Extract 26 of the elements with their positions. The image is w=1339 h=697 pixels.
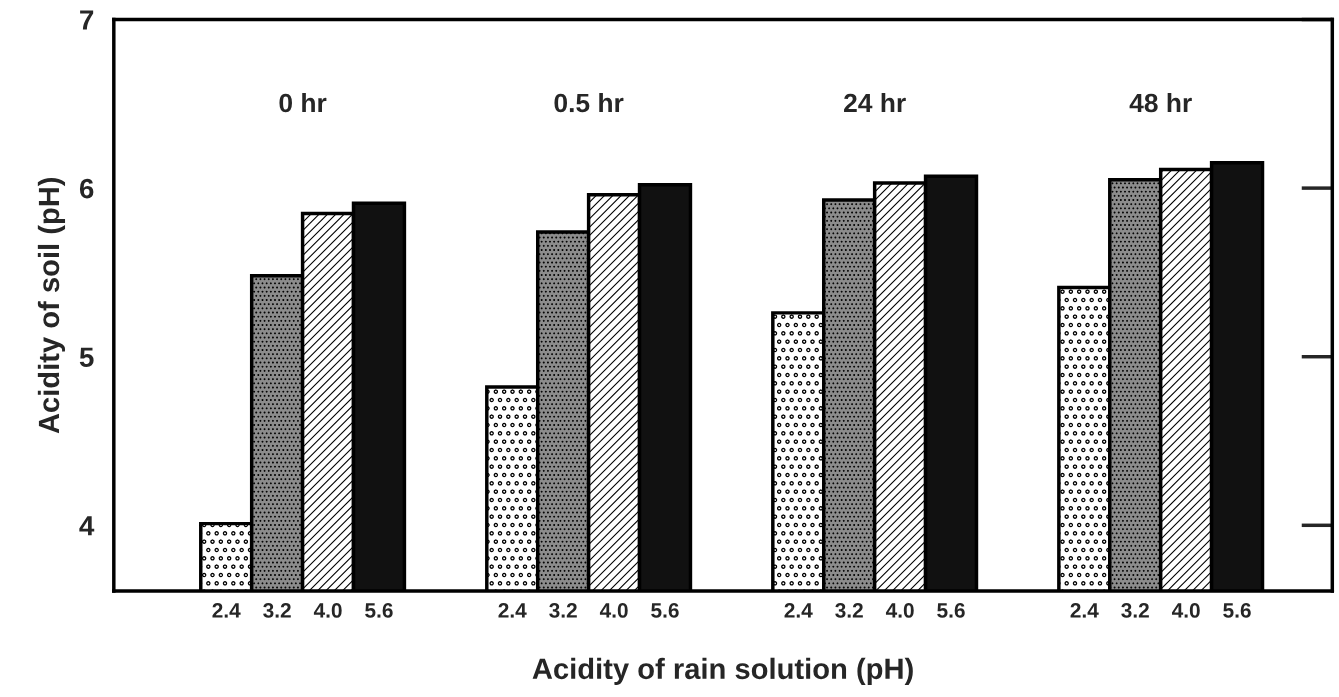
x-tick-label: 0.5 hr <box>554 92 624 113</box>
x-tick-label: 48 hr <box>1129 92 1192 113</box>
series-label: 4.0 <box>313 603 342 618</box>
text: 3.2 <box>1121 603 1149 618</box>
series-label: 3.2 <box>549 603 577 618</box>
text: 5.6 <box>937 603 965 618</box>
y-tick-label: 4 <box>79 516 95 536</box>
text: 4.0 <box>885 603 914 618</box>
x-tick-label: 24 hr <box>844 92 906 113</box>
y-tick-label: 6 <box>79 178 94 199</box>
y-tick-label: 7 <box>80 10 94 30</box>
series-label: 5.6 <box>365 603 393 618</box>
text: 2.4 <box>784 603 813 618</box>
y-axis-title: Acidity of soil (pH) <box>37 177 66 434</box>
y-tick-label: 5 <box>79 347 94 368</box>
text: 3.2 <box>263 603 291 618</box>
text: 2.4 <box>212 603 241 618</box>
x-axis-title: Acidity of rain solution (pH) <box>532 657 913 685</box>
x-tick-label: 0 hr <box>279 92 327 113</box>
series-label: 2.4 <box>1070 603 1099 618</box>
text: 4.0 <box>1171 603 1200 618</box>
text: 2.4 <box>498 603 527 618</box>
text: 5.6 <box>651 603 679 618</box>
text: 5.6 <box>1223 603 1251 618</box>
text: 3.2 <box>835 603 863 618</box>
text: 4.0 <box>599 603 628 618</box>
